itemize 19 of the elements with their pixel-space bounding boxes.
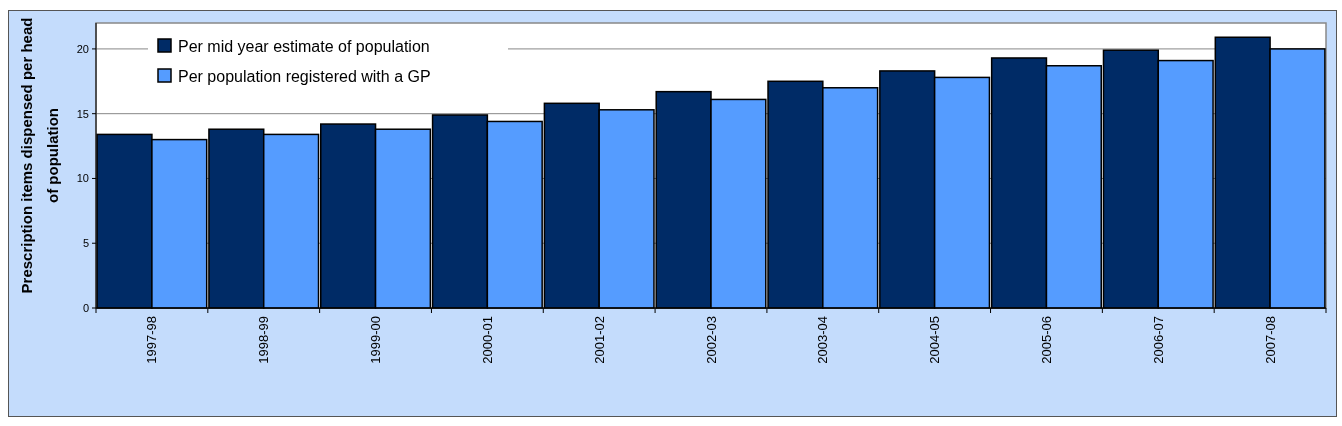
legend-label: Per population registered with a GP [178,67,431,85]
y-tick-label: 0 [82,301,89,314]
y-tick-label: 5 [82,237,89,250]
x-tick-label: 1997-98 [144,316,160,364]
x-tick-label: 2001-02 [591,316,607,364]
x-tick-label: 2005-06 [1039,316,1054,364]
y-tick-label: 10 [76,172,89,185]
x-tick-label: 2000-01 [479,316,495,364]
x-tick-label: 2007-08 [1262,316,1278,364]
x-tick-label: 1998-99 [256,316,272,364]
y-tick-label: 20 [76,42,89,55]
y-tick-label: 15 [76,107,89,120]
y-axis-title: Prescription items dispensed per head of population [18,17,61,294]
x-tick-label: 2006-07 [1150,316,1166,364]
x-tick-label: 1999-00 [368,316,384,364]
x-tick-label: 2004-05 [927,316,943,364]
legend-label: Per mid year estimate of population [178,37,430,55]
x-tick-label: 2002-03 [703,316,719,364]
x-tick-label: 2003-04 [815,316,831,364]
